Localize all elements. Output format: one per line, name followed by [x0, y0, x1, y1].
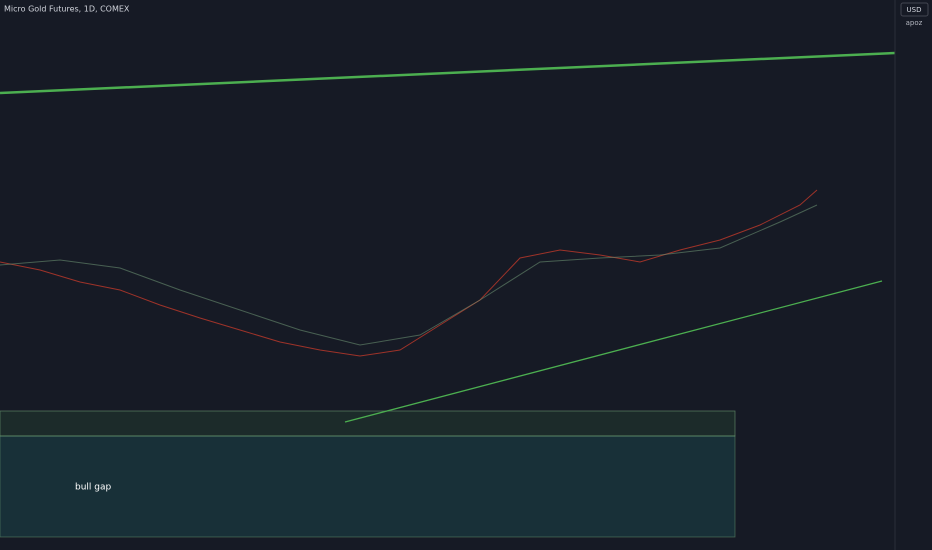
currency-box[interactable] [900, 2, 929, 17]
trendline [344, 280, 883, 423]
gap-zone [0, 435, 736, 538]
chart-title: Micro Gold Futures, 1D, COMEX [4, 5, 130, 14]
price-axis [895, 0, 932, 550]
moving-average [0, 204, 818, 346]
trendline [0, 51, 896, 95]
currency[interactable]: USD [907, 6, 922, 14]
user: apoz [906, 19, 923, 27]
annotation: bull gap [75, 483, 112, 493]
zone-box [0, 410, 736, 437]
moving-average [0, 189, 818, 357]
